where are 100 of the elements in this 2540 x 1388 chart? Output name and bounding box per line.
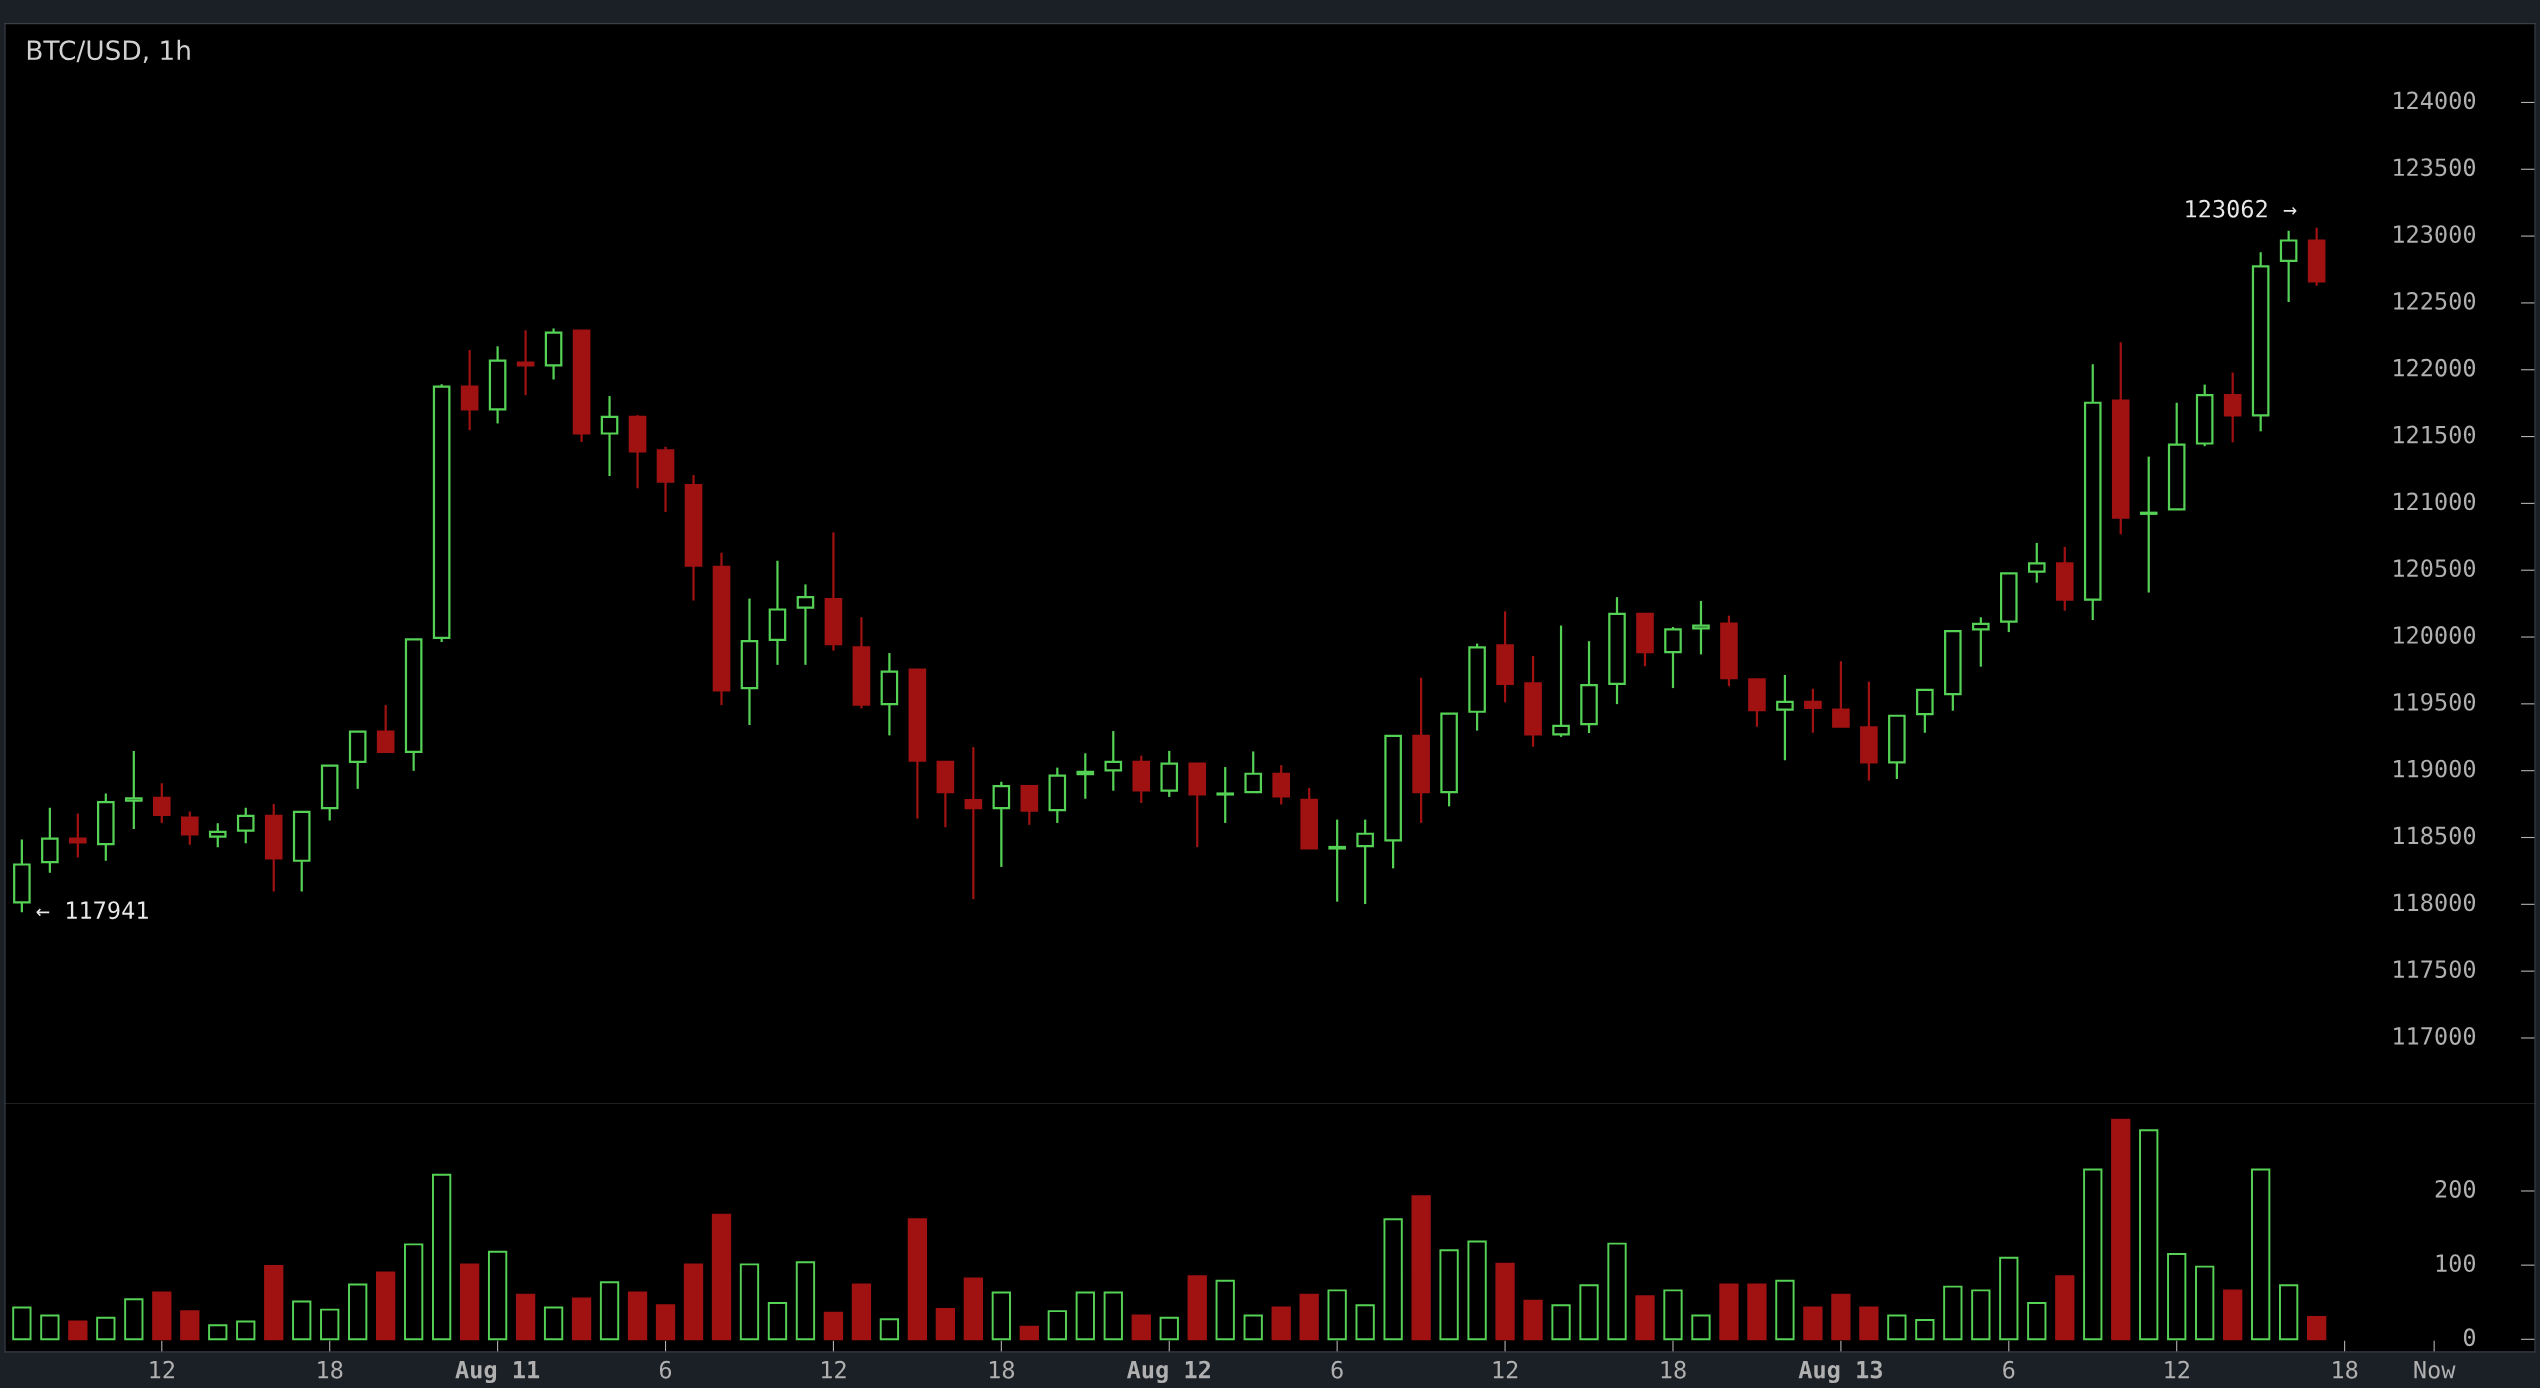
y-tick-label: 100 <box>2436 1254 2476 1273</box>
x-tick-label: 12 <box>1493 1360 1518 1379</box>
bar <box>1859 1306 1879 1341</box>
candlestick <box>1328 818 1346 903</box>
candlestick <box>236 806 255 845</box>
candlestick <box>1832 660 1850 728</box>
x-tick-label: 18 <box>1661 1360 1686 1379</box>
candlestick <box>1692 599 1710 656</box>
candlestick <box>2279 229 2298 304</box>
bar <box>432 1173 452 1341</box>
bar <box>879 1318 900 1341</box>
bar <box>571 1297 592 1341</box>
bar <box>1691 1314 1711 1341</box>
bar <box>711 1213 732 1341</box>
candlestick <box>152 782 171 825</box>
bar <box>2027 1301 2047 1341</box>
bar <box>2251 1168 2271 1341</box>
x-tick-label: 6 <box>1331 1360 1343 1379</box>
bar <box>348 1283 368 1341</box>
bar <box>1271 1306 1291 1341</box>
bar <box>96 1316 116 1341</box>
x-tick-label: 6 <box>2003 1360 2015 1379</box>
candlestick <box>208 822 227 849</box>
bar <box>1215 1279 1235 1341</box>
bar <box>2279 1284 2299 1341</box>
y-tick-label: 117000 <box>2394 1027 2476 1045</box>
x-tick-label: Aug 13 <box>1798 1360 1883 1384</box>
bar <box>1243 1314 1263 1341</box>
annotation: ← 117941 <box>36 901 148 920</box>
x-tick-label: 12 <box>2165 1360 2189 1379</box>
bar <box>795 1261 816 1341</box>
bar <box>2139 1129 2159 1341</box>
bar <box>208 1324 228 1341</box>
bar <box>1523 1299 1543 1341</box>
bar <box>1551 1304 1571 1341</box>
bar <box>851 1283 872 1341</box>
candlestick <box>1972 616 1990 668</box>
bar <box>1747 1283 1767 1341</box>
bar <box>2111 1118 2131 1341</box>
bar <box>40 1314 60 1341</box>
bar <box>264 1264 284 1341</box>
y-tick-label: 120500 <box>2394 559 2476 578</box>
bar <box>1439 1249 1459 1341</box>
candlestick <box>125 749 143 831</box>
bar <box>1971 1289 1991 1341</box>
bar <box>320 1308 340 1341</box>
candlestick <box>992 780 1011 869</box>
x-tick-label: Now <box>2414 1361 2456 1379</box>
bar <box>2306 1316 2327 1341</box>
bar <box>1495 1262 1515 1341</box>
bar <box>1831 1293 1851 1341</box>
bar <box>543 1306 564 1341</box>
bar <box>963 1277 983 1341</box>
candlestick <box>1272 764 1290 806</box>
bar <box>1019 1325 1039 1341</box>
candlestick <box>1664 625 1682 690</box>
bar <box>2195 1265 2215 1341</box>
candlestick <box>2223 371 2242 444</box>
bar <box>1187 1275 1207 1341</box>
bar <box>376 1271 396 1341</box>
candlestick <box>1104 730 1123 792</box>
bar <box>2223 1289 2243 1341</box>
bar <box>180 1310 200 1341</box>
bar <box>1047 1310 1067 1341</box>
candlestick <box>1804 687 1822 734</box>
candlestick <box>376 703 395 754</box>
bar <box>1467 1240 1487 1341</box>
bar <box>599 1281 620 1341</box>
bar <box>1635 1295 1655 1341</box>
x-tick-label: 12 <box>822 1360 846 1379</box>
bar <box>68 1320 88 1341</box>
candlestick <box>1552 624 1570 738</box>
bar <box>1887 1314 1907 1341</box>
bar <box>655 1304 676 1341</box>
candlestick <box>796 583 815 666</box>
annotation: 123062 → <box>2186 199 2297 218</box>
candlestick <box>460 348 479 432</box>
x-tick-label: 18 <box>989 1360 1015 1379</box>
candlestick <box>180 810 199 846</box>
bar <box>935 1307 956 1341</box>
bar <box>1999 1256 2019 1341</box>
y-tick-label: 200 <box>2435 1180 2476 1198</box>
bar <box>1327 1289 1347 1341</box>
bar <box>1803 1306 1823 1341</box>
bar <box>991 1291 1011 1341</box>
bar <box>1299 1293 1319 1341</box>
y-tick-label: 123000 <box>2394 225 2476 244</box>
bar <box>1719 1283 1739 1341</box>
bar <box>1159 1316 1179 1341</box>
candlestick <box>600 394 619 478</box>
bar <box>124 1298 144 1341</box>
bar <box>1915 1319 1935 1341</box>
y-tick-label: 119000 <box>2394 759 2476 778</box>
bar <box>739 1263 760 1341</box>
bar <box>767 1301 788 1341</box>
bar <box>1663 1289 1683 1341</box>
y-tick-label: 124000 <box>2394 91 2476 110</box>
bar <box>2083 1168 2103 1341</box>
y-tick-label: 122500 <box>2394 291 2476 310</box>
bar <box>823 1311 844 1341</box>
